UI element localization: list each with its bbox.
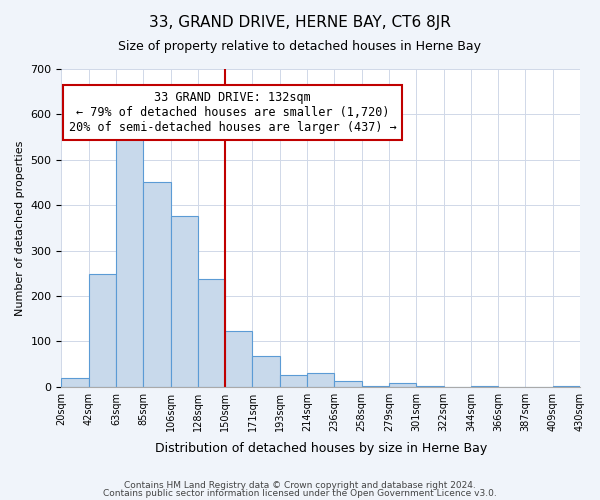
Bar bbox=[170, 216, 198, 386]
Text: Contains HM Land Registry data © Crown copyright and database right 2024.: Contains HM Land Registry data © Crown c… bbox=[124, 481, 476, 490]
Bar bbox=[389, 382, 416, 386]
Y-axis label: Number of detached properties: Number of detached properties bbox=[15, 140, 25, 316]
Bar bbox=[253, 356, 280, 386]
Text: 33, GRAND DRIVE, HERNE BAY, CT6 8JR: 33, GRAND DRIVE, HERNE BAY, CT6 8JR bbox=[149, 15, 451, 30]
Bar bbox=[280, 376, 307, 386]
Bar bbox=[143, 182, 170, 386]
Text: 33 GRAND DRIVE: 132sqm
← 79% of detached houses are smaller (1,720)
20% of semi-: 33 GRAND DRIVE: 132sqm ← 79% of detached… bbox=[68, 91, 397, 134]
Bar bbox=[198, 279, 225, 386]
Bar bbox=[307, 373, 334, 386]
Bar bbox=[61, 378, 89, 386]
Bar bbox=[225, 332, 253, 386]
Bar bbox=[89, 274, 116, 386]
Bar bbox=[334, 381, 362, 386]
Text: Contains public sector information licensed under the Open Government Licence v3: Contains public sector information licen… bbox=[103, 488, 497, 498]
Bar bbox=[116, 119, 143, 386]
X-axis label: Distribution of detached houses by size in Herne Bay: Distribution of detached houses by size … bbox=[155, 442, 487, 455]
Text: Size of property relative to detached houses in Herne Bay: Size of property relative to detached ho… bbox=[119, 40, 482, 53]
